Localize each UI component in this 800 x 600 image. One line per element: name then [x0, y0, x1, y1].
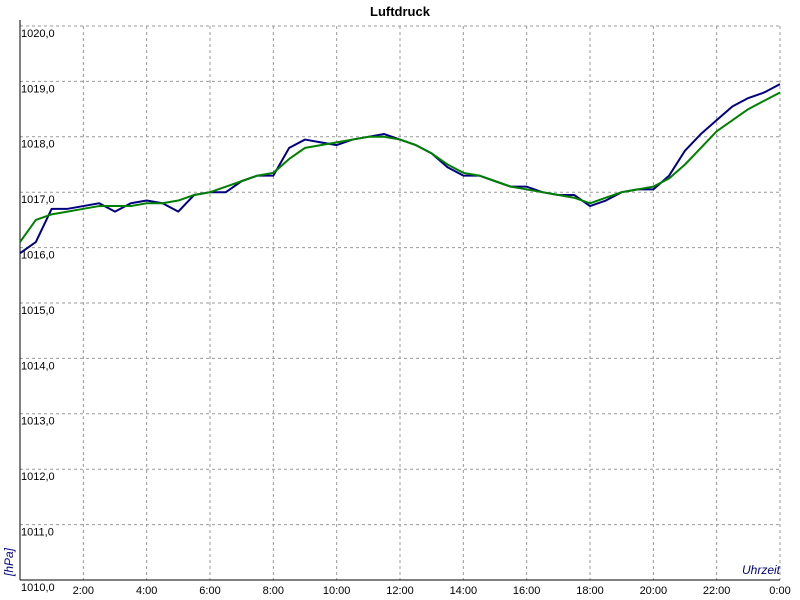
- x-tick-label: 18:00: [576, 585, 604, 597]
- x-tick-label: 0:00: [769, 585, 790, 597]
- x-tick-label: 2:00: [73, 585, 94, 597]
- y-tick-label: 1019,0: [21, 83, 55, 95]
- x-tick-label: 16:00: [513, 585, 541, 597]
- y-tick-label: 1016,0: [21, 250, 55, 262]
- y-tick-label: 1014,0: [21, 360, 55, 372]
- x-tick-label: 10:00: [323, 585, 351, 597]
- y-tick-label: 1013,0: [21, 416, 55, 428]
- x-tick-label: 8:00: [263, 585, 284, 597]
- data-line: [19, 91, 781, 243]
- x-tick-label: 4:00: [136, 585, 157, 597]
- y-tick-label: 1010,0: [21, 582, 55, 594]
- x-tick-label: 12:00: [386, 585, 414, 597]
- x-tick-label: 14:00: [450, 585, 478, 597]
- y-tick-label: 1012,0: [21, 471, 55, 483]
- x-tick-label: 22:00: [703, 585, 731, 597]
- y-tick-label: 1020,0: [21, 28, 55, 40]
- x-axis-label: Uhrzeit: [742, 563, 781, 577]
- y-tick-label: 1011,0: [21, 527, 54, 539]
- y-axis-label: [hPa]: [2, 547, 16, 577]
- y-tick-label: 1017,0: [21, 194, 55, 206]
- chart-title: Luftdruck: [370, 4, 431, 19]
- x-tick-label: 20:00: [640, 585, 668, 597]
- y-tick-label: 1018,0: [21, 139, 55, 151]
- x-tick-label: 6:00: [199, 585, 220, 597]
- y-tick-label: 1015,0: [21, 305, 55, 317]
